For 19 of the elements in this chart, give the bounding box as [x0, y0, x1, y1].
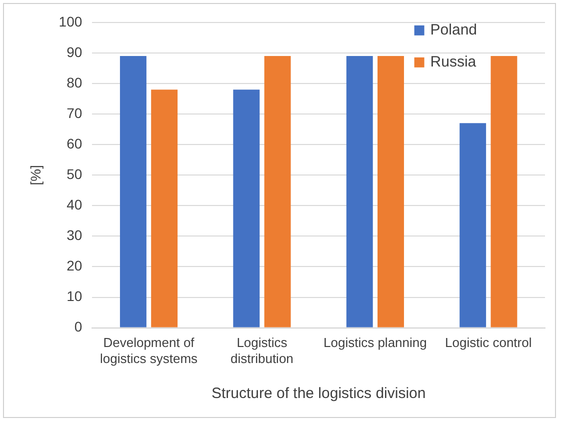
- y-tick-label: 10: [66, 288, 82, 304]
- y-tick-label: 20: [66, 258, 82, 274]
- y-tick-label: 50: [66, 166, 82, 182]
- legend-label: Poland: [430, 22, 478, 39]
- y-tick-label: 40: [66, 196, 82, 212]
- y-tick-label: 100: [58, 13, 82, 30]
- legend-label: Russia: [430, 54, 477, 71]
- x-tick-label: Logistics distribution: [230, 335, 294, 366]
- x-tick-label: Development of logistics systems: [100, 335, 198, 366]
- y-tick-label: 70: [66, 104, 82, 121]
- y-tick-label: 0: [74, 318, 82, 335]
- y-tick-label: 90: [66, 44, 82, 60]
- y-tick-label: 60: [66, 135, 82, 152]
- x-axis-title: Structure of the logistics division: [211, 385, 426, 402]
- x-tick-label: Logistic control: [445, 335, 532, 350]
- y-tick-label: 30: [66, 227, 82, 244]
- x-tick-label: Logistics planning: [324, 335, 427, 350]
- y-tick-label: 80: [66, 74, 82, 90]
- y-axis-title: [%]: [27, 164, 44, 186]
